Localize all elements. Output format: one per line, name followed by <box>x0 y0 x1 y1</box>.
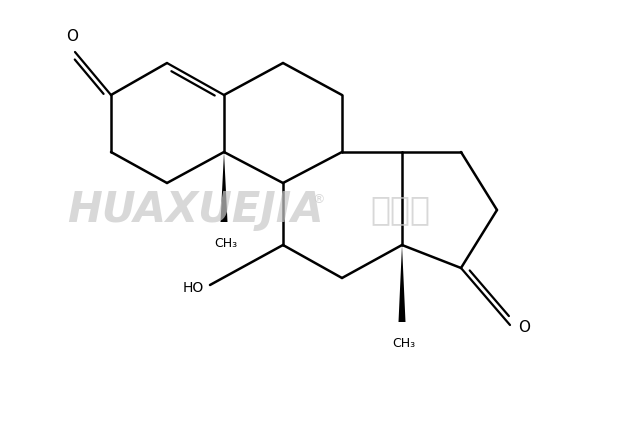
Text: HO: HO <box>183 281 204 295</box>
Polygon shape <box>221 152 227 222</box>
Text: O: O <box>518 319 530 335</box>
Text: O: O <box>66 29 78 44</box>
Text: HUAXUEJIA: HUAXUEJIA <box>67 189 323 231</box>
Text: ®: ® <box>311 194 324 206</box>
Text: CH₃: CH₃ <box>392 337 415 350</box>
Polygon shape <box>399 245 405 322</box>
Text: CH₃: CH₃ <box>214 237 237 250</box>
Text: 化学加: 化学加 <box>370 194 430 227</box>
